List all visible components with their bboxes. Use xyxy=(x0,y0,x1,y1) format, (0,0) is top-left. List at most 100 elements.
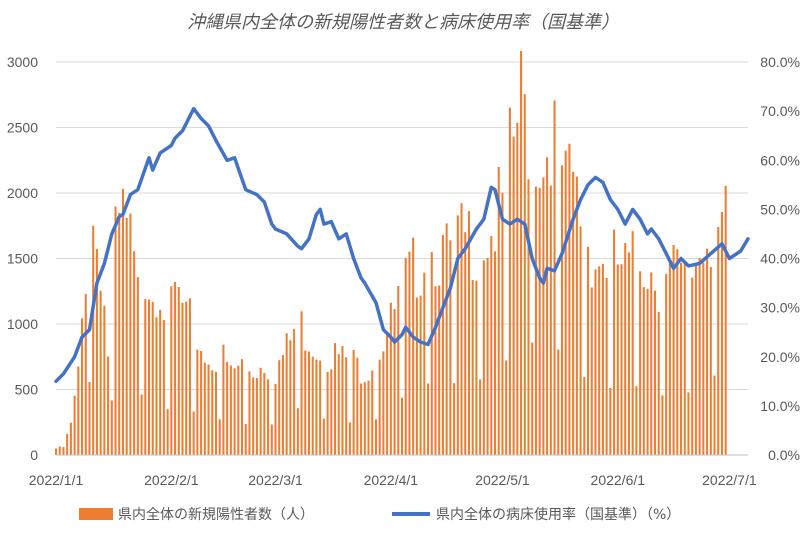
bar xyxy=(233,368,236,455)
bed-occupancy-line xyxy=(54,106,750,384)
x-tick-label: 2022/6/1 xyxy=(591,472,646,488)
bar xyxy=(200,350,203,455)
bar xyxy=(296,408,299,455)
bar xyxy=(467,211,470,455)
bar xyxy=(575,176,578,455)
x-tick-label: 2022/5/1 xyxy=(475,472,530,488)
bar xyxy=(583,377,586,455)
legend: 県内全体の新規陽性者数（人） 県内全体の病床使用率（国基準）（%） xyxy=(79,506,680,523)
bar xyxy=(218,419,221,455)
bar xyxy=(69,422,72,455)
bar xyxy=(170,286,173,455)
bar xyxy=(668,259,671,455)
bar xyxy=(709,266,712,455)
bar xyxy=(166,409,169,455)
bar xyxy=(419,295,422,455)
bar xyxy=(520,51,523,455)
y-left-tick-label: 0 xyxy=(30,447,38,463)
bar xyxy=(81,318,84,455)
x-tick-label: 2022/1/1 xyxy=(29,472,84,488)
bar xyxy=(706,248,709,455)
y-right-tick-label: 40.0% xyxy=(760,251,800,267)
bar xyxy=(456,215,459,455)
bar xyxy=(367,380,370,455)
bar xyxy=(270,424,273,455)
bar xyxy=(88,382,91,455)
bar xyxy=(278,360,281,455)
bar xyxy=(464,232,467,455)
y-left-tick-label: 2000 xyxy=(7,185,38,201)
bar xyxy=(400,397,404,455)
bar xyxy=(493,251,497,455)
bar xyxy=(594,269,597,455)
bar xyxy=(713,375,716,455)
bar xyxy=(229,365,232,455)
bar xyxy=(627,252,630,455)
bar xyxy=(226,361,229,455)
bar xyxy=(73,395,76,455)
bar xyxy=(363,382,366,455)
bar xyxy=(374,419,377,455)
bar xyxy=(84,293,87,455)
bar xyxy=(222,344,225,455)
bar xyxy=(281,355,284,455)
bar xyxy=(661,395,664,455)
y-left-tick-label: 2500 xyxy=(7,120,38,136)
y-right-tick-label: 70.0% xyxy=(760,103,800,119)
bar xyxy=(624,243,627,455)
bar xyxy=(601,263,604,455)
bar xyxy=(672,244,675,455)
bar xyxy=(482,260,485,455)
bar xyxy=(665,274,668,455)
bar xyxy=(259,367,262,455)
bar xyxy=(642,287,645,455)
bar xyxy=(423,272,426,455)
bar xyxy=(639,271,642,455)
bar xyxy=(564,150,567,455)
bar xyxy=(356,357,359,455)
x-tick-label: 2022/7/1 xyxy=(702,472,757,488)
bar xyxy=(523,94,526,455)
bar xyxy=(590,287,593,455)
bar xyxy=(99,290,102,455)
bar xyxy=(211,370,214,455)
bar xyxy=(412,237,415,455)
bar xyxy=(263,372,266,455)
bar xyxy=(348,422,351,455)
bar-series xyxy=(54,51,727,456)
bar xyxy=(616,264,619,455)
bar xyxy=(136,277,139,455)
bar xyxy=(531,342,534,455)
bar xyxy=(680,262,683,455)
bar xyxy=(345,357,348,455)
bar xyxy=(653,290,657,455)
bar xyxy=(196,349,199,455)
bar xyxy=(542,177,545,456)
x-tick-label: 2022/3/1 xyxy=(248,472,303,488)
bar xyxy=(77,366,80,455)
bar xyxy=(631,231,634,455)
bar xyxy=(92,225,95,455)
bar xyxy=(274,383,277,455)
bar xyxy=(404,258,407,455)
bar xyxy=(151,301,154,455)
bar xyxy=(140,394,143,455)
y-left-tick-label: 1000 xyxy=(7,316,38,332)
bar xyxy=(438,285,441,455)
bar xyxy=(408,251,411,455)
bar xyxy=(319,360,322,455)
bar xyxy=(54,448,58,455)
x-tick-label: 2022/2/1 xyxy=(144,472,199,488)
bar xyxy=(687,392,690,455)
bar xyxy=(181,302,184,455)
bar xyxy=(568,143,571,455)
bar xyxy=(460,203,463,455)
bar xyxy=(549,185,552,456)
bar xyxy=(534,186,537,455)
bar xyxy=(538,187,541,455)
bar xyxy=(702,262,705,455)
bar xyxy=(311,356,314,455)
bar xyxy=(203,362,206,455)
bar xyxy=(449,240,452,455)
